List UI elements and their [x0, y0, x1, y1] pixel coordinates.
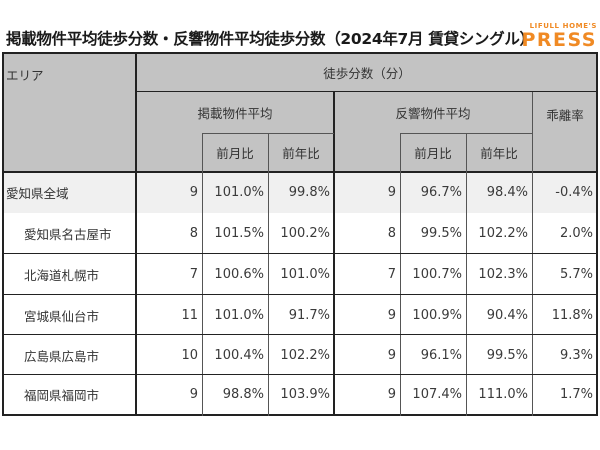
cell-area: 福岡県福岡市: [24, 388, 100, 403]
logo-top-text: LIFULL HOME'S: [529, 22, 597, 30]
row-separator: [2, 294, 598, 295]
row-separator: [2, 253, 598, 254]
cell-listed-yoy: 103.9%: [280, 387, 330, 402]
cell-divergence: 2.0%: [559, 226, 593, 241]
cell-listed-mom: 100.6%: [214, 267, 264, 282]
header-inquiry-yoy-label: 前年比: [480, 146, 518, 161]
cell-listed-mom: 101.0%: [202, 172, 268, 213]
header-line-bottom: [2, 171, 598, 173]
cell-listed: 9: [189, 387, 198, 402]
cell-listed-mom: 100.4%: [214, 347, 264, 363]
header-listed-mom: 前月比: [202, 133, 268, 172]
cell-inquiry: 9: [387, 347, 396, 363]
cell-inquiry: 9: [387, 307, 396, 323]
header-listed-avg: 掲載物件平均: [136, 92, 334, 133]
cell-inquiry-mom: 96.1%: [420, 347, 462, 363]
header-area-label: エリア: [6, 68, 44, 83]
cell-inquiry: 8: [387, 226, 396, 241]
cell-divergence: 5.7%: [559, 267, 593, 282]
logo-main-text: PRESS: [521, 29, 597, 51]
cell-listed-yoy: 101.0%: [280, 267, 330, 282]
cell-listed-yoy: 100.2%: [280, 226, 330, 241]
cell-inquiry-mom: 99.5%: [420, 226, 462, 241]
cell-divergence: 1.7%: [559, 387, 593, 402]
cell-inquiry: 9: [334, 172, 400, 213]
cell-inquiry-mom: 107.4%: [412, 387, 462, 402]
divider-listed-yoy: [268, 133, 269, 416]
cell-listed: 9: [136, 172, 202, 213]
border-left: [2, 52, 4, 416]
row-separator: [2, 374, 598, 375]
cell-listed-yoy: 102.2%: [280, 347, 330, 363]
row-separator: [2, 334, 598, 335]
header-inquiry-mom-label: 前月比: [414, 146, 452, 161]
header-divergence: 乖離率: [532, 92, 598, 172]
cell-area: 宮城県仙台市: [24, 308, 100, 324]
header-listed-value-blank: [136, 133, 202, 172]
header-listed-mom-label: 前月比: [216, 146, 254, 161]
cell-area: 北海道札幌市: [24, 268, 100, 283]
cell-inquiry-yoy: 99.5%: [486, 347, 528, 363]
header-inquiry-value-blank: [334, 133, 400, 172]
cell-inquiry: 9: [387, 387, 396, 402]
cell-inquiry-yoy: 111.0%: [478, 387, 528, 402]
cell-inquiry-mom: 100.9%: [412, 307, 462, 323]
cell-inquiry-yoy: 102.2%: [478, 226, 528, 241]
cell-listed-yoy: 99.8%: [268, 172, 334, 213]
cell-area: 広島県広島市: [24, 348, 100, 364]
cell-listed: 10: [181, 347, 198, 363]
divider-group: [333, 92, 335, 416]
cell-divergence: 9.3%: [559, 347, 593, 363]
border-bottom: [2, 414, 598, 416]
cell-listed-yoy: 91.7%: [288, 307, 330, 323]
divider-listed-mom: [202, 133, 203, 416]
header-walk-minutes-label: 徒歩分数（分）: [323, 65, 411, 81]
header-inquiry-yoy: 前年比: [466, 133, 532, 172]
header-listed-yoy: 前年比: [268, 133, 334, 172]
cell-inquiry-yoy: 98.4%: [466, 172, 532, 213]
divider-divergence: [532, 92, 533, 416]
cell-inquiry-yoy: 102.3%: [478, 267, 528, 282]
header-line-1: [136, 91, 598, 92]
header-listed-avg-label: 掲載物件平均: [197, 106, 273, 121]
cell-inquiry-mom: 96.7%: [400, 172, 466, 213]
header-inquiry-avg: 反響物件平均: [334, 92, 532, 133]
page-title: 掲載物件平均徒歩分数・反響物件平均徒歩分数（2024年7月 賃貸シングル）: [6, 30, 535, 48]
divider-inquiry-mom: [400, 133, 401, 416]
cell-listed-mom: 98.8%: [222, 387, 264, 402]
cell-inquiry: 7: [387, 267, 396, 282]
brand-logo: LIFULL HOME'S PRESS: [521, 22, 597, 50]
cell-listed: 11: [181, 307, 198, 323]
cell-inquiry-yoy: 90.4%: [486, 307, 528, 323]
header-inquiry-avg-label: 反響物件平均: [395, 106, 471, 121]
divider-area: [135, 52, 137, 416]
cell-listed-mom: 101.0%: [214, 307, 264, 323]
header-walk-minutes: 徒歩分数（分）: [136, 52, 598, 92]
cell-listed-mom: 101.5%: [214, 226, 264, 241]
cell-area: 愛知県全域: [2, 172, 136, 213]
cell-divergence: -0.4%: [532, 172, 597, 213]
header-inquiry-mom: 前月比: [400, 133, 466, 172]
cell-divergence: 11.8%: [551, 307, 593, 323]
cell-listed: 8: [189, 226, 198, 241]
cell-listed: 7: [189, 267, 198, 282]
walk-minutes-table: エリア 徒歩分数（分） 掲載物件平均 前月比 前年比 反響物件平均 前月比 前年…: [2, 52, 598, 416]
header-listed-yoy-label: 前年比: [282, 146, 320, 161]
header-area: エリア: [2, 52, 136, 172]
border-right: [596, 52, 598, 416]
cell-inquiry-mom: 100.7%: [412, 267, 462, 282]
cell-area: 愛知県名古屋市: [24, 227, 112, 242]
divider-inquiry-yoy: [466, 133, 467, 416]
header-divergence-label: 乖離率: [546, 108, 584, 123]
border-top: [2, 52, 598, 54]
